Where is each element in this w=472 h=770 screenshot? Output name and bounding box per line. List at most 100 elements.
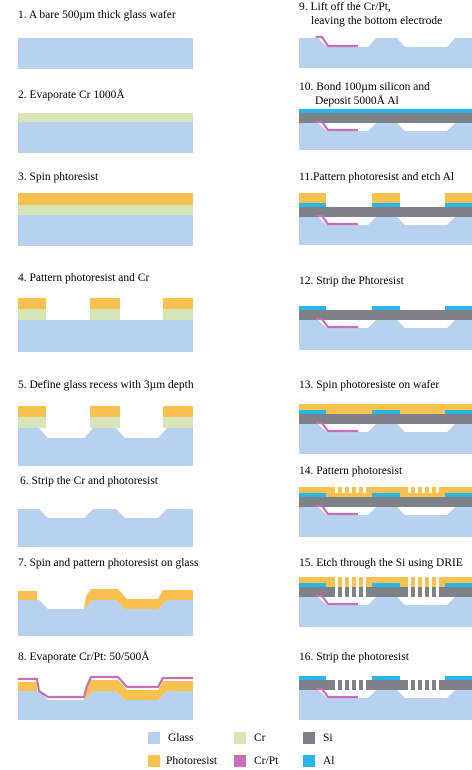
si-layer [299, 587, 472, 597]
photoresist-pad [18, 406, 46, 417]
legend-label-photoresist: Photoresist [166, 755, 218, 767]
al-pad [445, 583, 472, 587]
crpt-electrode [316, 687, 358, 699]
glass-layer [18, 215, 193, 246]
glass-layer [299, 690, 472, 720]
step-14-label: 14. Pattern photoresist [299, 465, 403, 477]
si-layer [299, 113, 472, 123]
legend-label-si: Si [323, 732, 333, 744]
al-pad [445, 493, 472, 497]
photoresist-layer [299, 577, 472, 587]
al-pad [299, 676, 326, 680]
glass-layer [299, 38, 472, 68]
step-1-label: 1. A bare 500µm thick glass wafer [18, 9, 176, 21]
photoresist-pad [18, 682, 37, 691]
al-pad [372, 306, 400, 310]
crpt-electrode [316, 120, 358, 132]
step-8-cross-section [18, 675, 193, 720]
glass-layer [299, 597, 472, 627]
al-pad [299, 583, 326, 587]
photoresist-pad [163, 298, 193, 309]
step-9-label: 9. Lift off the Cr/Pt, leaving the botto… [299, 1, 443, 27]
step-3-label: 3. Spin phtoresist [18, 171, 99, 183]
cr-pad [163, 309, 193, 320]
step-1-cross-section [18, 38, 193, 69]
al-pad [372, 203, 400, 207]
drie-trenches [335, 680, 439, 690]
si-layer [299, 414, 472, 424]
legend-label-crpt: Cr/Pt [254, 755, 279, 767]
glass-layer [299, 507, 472, 537]
al-pad [372, 676, 400, 680]
al-pad [372, 583, 400, 587]
al-pad [299, 493, 326, 497]
photoresist-pad [84, 680, 193, 700]
photoresist-pad [299, 193, 326, 203]
crpt-electrode [316, 35, 358, 48]
step-16-label: 16. Strip the photoresist [299, 651, 409, 663]
cr-pad [90, 309, 120, 320]
legend-swatch-al [303, 755, 315, 767]
step-2-cross-section [18, 113, 193, 153]
step-5-cross-section [18, 406, 193, 466]
step-10-cross-section [299, 109, 472, 150]
al-pad [299, 306, 326, 310]
cr-pad [18, 309, 46, 320]
glass-layer [18, 122, 193, 153]
step-13-label: 13. Spin photoresiste on wafer [299, 379, 440, 391]
cr-layer [18, 113, 193, 122]
si-layer [299, 680, 472, 690]
step-6-cross-section [18, 509, 193, 547]
legend-swatch-glass [148, 732, 160, 744]
al-pad [445, 306, 472, 310]
step-15-label: 15. Etch through the Si using DRIE [299, 557, 463, 569]
legend-label-cr: Cr [254, 732, 266, 744]
glass-layer [18, 38, 193, 69]
photoresist-pad [18, 298, 46, 309]
al-pad [372, 410, 400, 414]
cr-layer [18, 205, 193, 215]
glass-layer [18, 320, 193, 352]
legend-swatch-crpt [234, 755, 246, 767]
step-11-label: 11.Pattern photoresist and etch Al [299, 171, 455, 183]
cr-pad [18, 417, 46, 428]
step-2-label: 2. Evaporate Cr 1000Å [18, 89, 125, 101]
photoresist-layer [299, 404, 472, 414]
cr-pad [163, 417, 193, 428]
step-13-cross-section [299, 404, 472, 454]
photoresist-pad [18, 591, 37, 600]
glass-layer [18, 509, 193, 547]
photoresist-pad [445, 193, 472, 203]
al-pad [445, 410, 472, 414]
glass-layer [299, 217, 472, 245]
legend-swatch-photoresist [148, 755, 160, 767]
crpt-electrode [316, 317, 358, 329]
step-4-cross-section [18, 298, 193, 352]
legend-label-al: Al [323, 755, 335, 767]
step-5-label: 5. Define glass recess with 3µm depth [18, 379, 194, 391]
crpt-layer [18, 675, 193, 699]
legend-swatch-cr [234, 732, 246, 744]
si-layer [299, 497, 472, 507]
drie-trenches [335, 577, 439, 597]
photoresist-layer [299, 487, 472, 497]
crpt-electrode [316, 214, 358, 226]
legend-label-glass: Glass [168, 732, 194, 744]
crpt-electrode [316, 421, 358, 433]
glass-layer [299, 320, 472, 350]
legend-swatch-si [303, 732, 315, 744]
cr-pad [90, 417, 120, 428]
step-12-cross-section [299, 306, 472, 350]
step-10-label: 10. Bond 100µm silicon and Deposit 5000Å… [299, 81, 430, 107]
si-layer [299, 310, 472, 320]
glass-layer [299, 123, 472, 150]
step-16-cross-section [299, 676, 472, 720]
al-pad [372, 493, 400, 497]
step-7-label: 7. Spin and pattern photoresist on glass [18, 557, 199, 569]
glass-layer [18, 600, 193, 636]
al-pad [445, 203, 472, 207]
step-3-cross-section [18, 193, 193, 246]
step-8-label: 8. Evaporate Cr/Pt: 50/500Å [18, 651, 150, 663]
photoresist-pad [372, 193, 400, 203]
photoresist-pad [90, 298, 120, 309]
